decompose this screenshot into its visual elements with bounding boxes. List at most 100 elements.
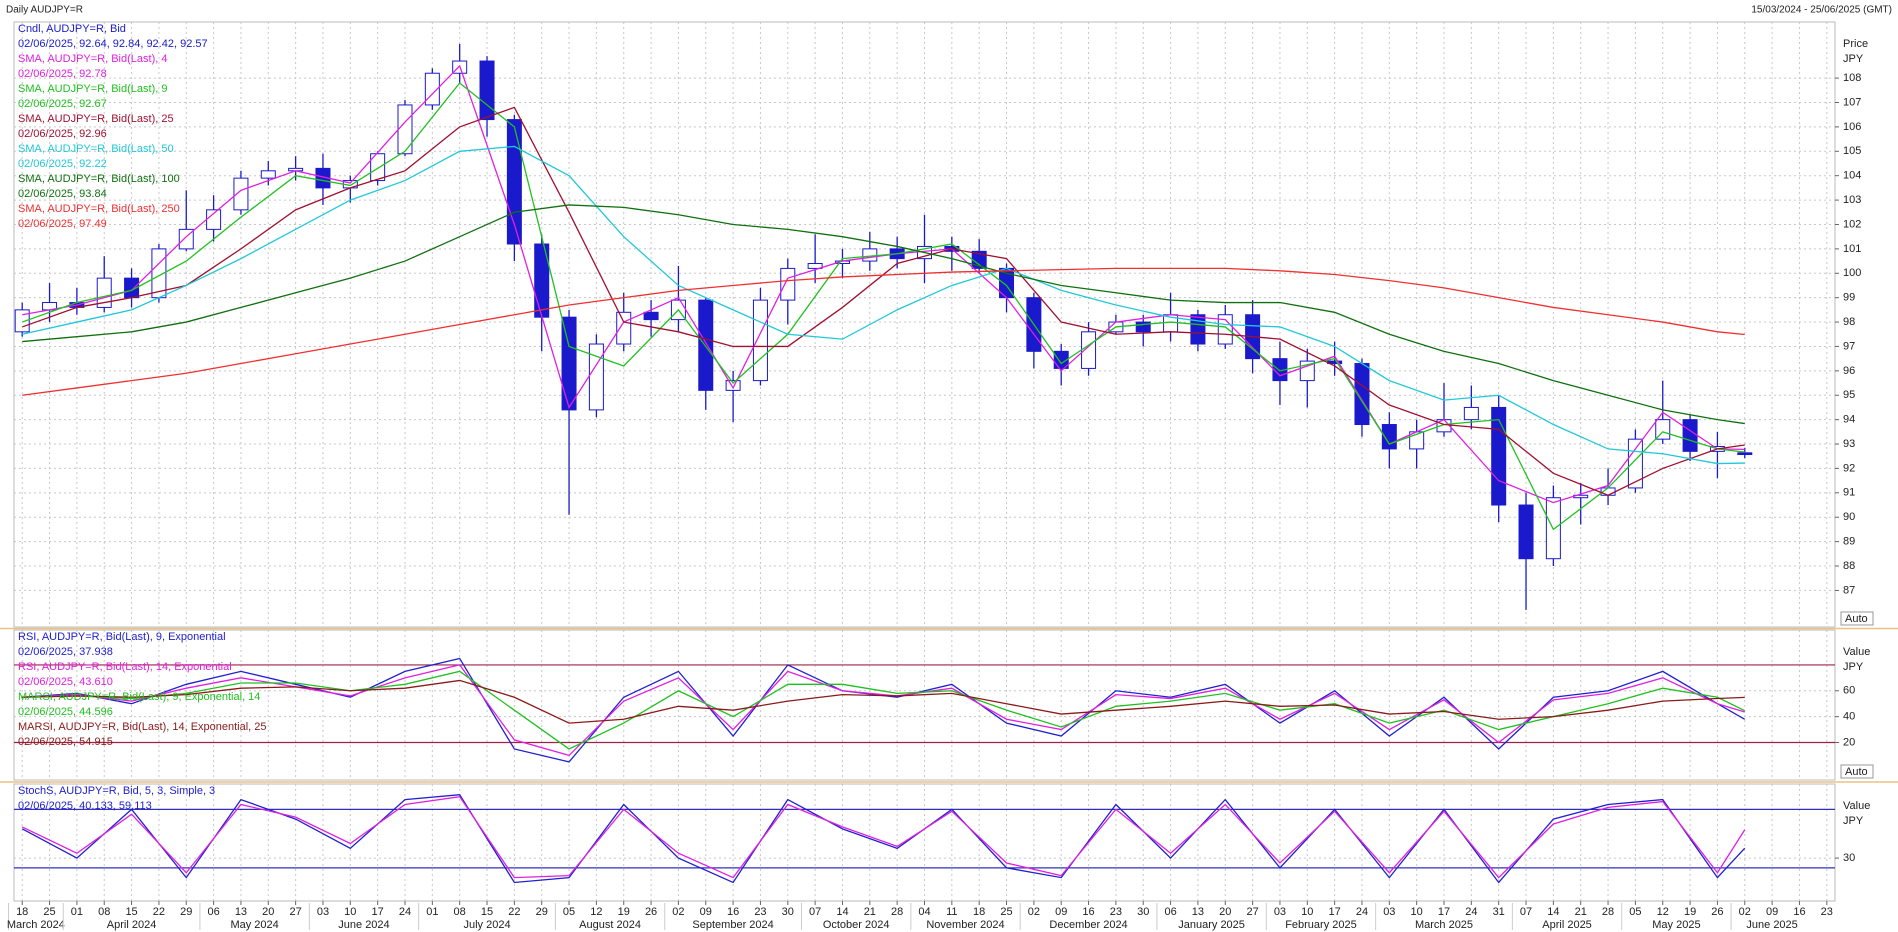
legend-value: 02/06/2025, 92.22 — [18, 158, 107, 170]
x-tick-label: 04 — [918, 906, 930, 918]
candle-body — [725, 380, 741, 391]
y-tick-label: 89 — [1843, 536, 1855, 548]
y-tick-label: 105 — [1843, 145, 1861, 157]
x-tick-label: 18 — [16, 906, 28, 918]
x-tick-label: 21 — [1575, 906, 1587, 918]
x-tick-label: 12 — [1657, 906, 1669, 918]
month-label: April 2024 — [107, 919, 157, 931]
x-tick-label: 03 — [1274, 906, 1286, 918]
x-tick-label: 09 — [1766, 906, 1778, 918]
x-tick-label: 09 — [1055, 906, 1067, 918]
auto-button[interactable] — [1840, 764, 1874, 779]
auto-button-label[interactable]: Auto — [1845, 613, 1868, 625]
y-axis-unit: JPY — [1843, 53, 1864, 65]
legend-value: 02/06/2025, 40.133, 59.113 — [18, 800, 152, 812]
candle-body — [752, 299, 768, 382]
x-tick-label: 01 — [426, 906, 438, 918]
candle-body — [397, 104, 413, 155]
legend-name: SMA, AUDJPY=R, Bid(Last), 250 — [18, 203, 180, 215]
month-label: March 2025 — [1415, 919, 1473, 931]
x-tick-label: 31 — [1493, 906, 1505, 918]
series-line — [21, 795, 1746, 879]
legend-value: 02/06/2025, 44.596 — [18, 706, 113, 718]
x-tick-label: 17 — [372, 906, 384, 918]
date-range: 15/03/2024 - 25/06/2025 (GMT) — [1751, 5, 1892, 16]
auto-button-label[interactable]: Auto — [1845, 766, 1868, 778]
month-label: June 2024 — [338, 919, 389, 931]
y-tick-label: 96 — [1843, 365, 1855, 377]
y-tick-label: 30 — [1843, 852, 1855, 864]
candle-body — [1682, 419, 1698, 452]
series-line — [22, 267, 1745, 396]
x-tick-label: 30 — [782, 906, 794, 918]
legend-name: SMA, AUDJPY=R, Bid(Last), 4 — [18, 53, 167, 65]
candle-body — [1491, 406, 1507, 506]
y-tick-label: 94 — [1843, 414, 1855, 426]
month-label: May 2024 — [230, 919, 278, 931]
y-tick-label: 106 — [1843, 121, 1861, 133]
y-tick-label: 93 — [1843, 438, 1855, 450]
y-tick-label: 103 — [1843, 194, 1861, 206]
month-label: March 2024 — [7, 919, 65, 931]
x-tick-label: 24 — [1356, 906, 1368, 918]
x-tick-label: 16 — [1793, 906, 1805, 918]
y-tick-label: 98 — [1843, 316, 1855, 328]
candle-body — [1627, 438, 1643, 489]
legend-value: 02/06/2025, 92.64, 92.84, 92.42, 92.57 — [18, 38, 208, 50]
x-tick-label: 02 — [1739, 906, 1751, 918]
x-tick-label: 24 — [399, 906, 411, 918]
x-tick-label: 10 — [1411, 906, 1423, 918]
x-tick-label: 26 — [645, 906, 657, 918]
candle-body — [1217, 314, 1233, 345]
x-tick-label: 23 — [1821, 906, 1833, 918]
x-tick-label: 26 — [1711, 906, 1723, 918]
x-tick-label: 13 — [1192, 906, 1204, 918]
x-tick-label: 16 — [727, 906, 739, 918]
x-tick-label: 14 — [1547, 906, 1559, 918]
legend-value: 02/06/2025, 92.78 — [18, 68, 107, 80]
legend-name: RSI, AUDJPY=R, Bid(Last), 14, Exponentia… — [18, 661, 232, 673]
x-tick-label: 20 — [1219, 906, 1231, 918]
legend-name: MARSI, AUDJPY=R, Bid(Last), 14, Exponent… — [18, 721, 267, 733]
y-tick-label: 101 — [1843, 243, 1861, 255]
x-tick-label: 03 — [1383, 906, 1395, 918]
y-tick-label: 92 — [1843, 462, 1855, 474]
legend-value: 02/06/2025, 92.96 — [18, 128, 107, 140]
x-tick-label: 10 — [344, 906, 356, 918]
candle-body — [616, 311, 632, 345]
x-tick-label: 10 — [1301, 906, 1313, 918]
y-tick-label: 90 — [1843, 511, 1855, 523]
candle-body — [698, 299, 714, 391]
series-line — [21, 794, 1746, 884]
y-tick-label: 104 — [1843, 170, 1861, 182]
legend-name: SMA, AUDJPY=R, Bid(Last), 9 — [18, 83, 167, 95]
y-tick-label: 88 — [1843, 560, 1855, 572]
x-tick-label: 13 — [235, 906, 247, 918]
x-tick-label: 17 — [1438, 906, 1450, 918]
x-tick-label: 06 — [1164, 906, 1176, 918]
y-axis-label: Price — [1843, 38, 1868, 50]
candle-body — [479, 60, 495, 121]
candle-body — [1518, 504, 1534, 560]
x-tick-label: 03 — [317, 906, 329, 918]
x-tick-label: 22 — [153, 906, 165, 918]
series-line — [22, 670, 1746, 750]
candle-body — [1053, 350, 1069, 369]
candle-body — [1190, 314, 1206, 345]
x-tick-label: 20 — [262, 906, 274, 918]
month-label: November 2024 — [926, 919, 1004, 931]
month-label: December 2024 — [1049, 919, 1127, 931]
y-tick-label: 100 — [1843, 267, 1861, 279]
y-tick-label: 95 — [1843, 389, 1855, 401]
x-tick-label: 06 — [207, 906, 219, 918]
y-tick-label: 108 — [1843, 72, 1861, 84]
candle-body — [233, 177, 249, 211]
month-label: February 2025 — [1285, 919, 1357, 931]
x-tick-label: 02 — [672, 906, 684, 918]
candle-body — [370, 153, 386, 182]
x-tick-label: 23 — [1110, 906, 1122, 918]
month-label: January 2025 — [1178, 919, 1245, 931]
x-tick-label: 28 — [1602, 906, 1614, 918]
auto-button[interactable] — [1840, 611, 1874, 626]
candle-body — [1463, 406, 1479, 421]
